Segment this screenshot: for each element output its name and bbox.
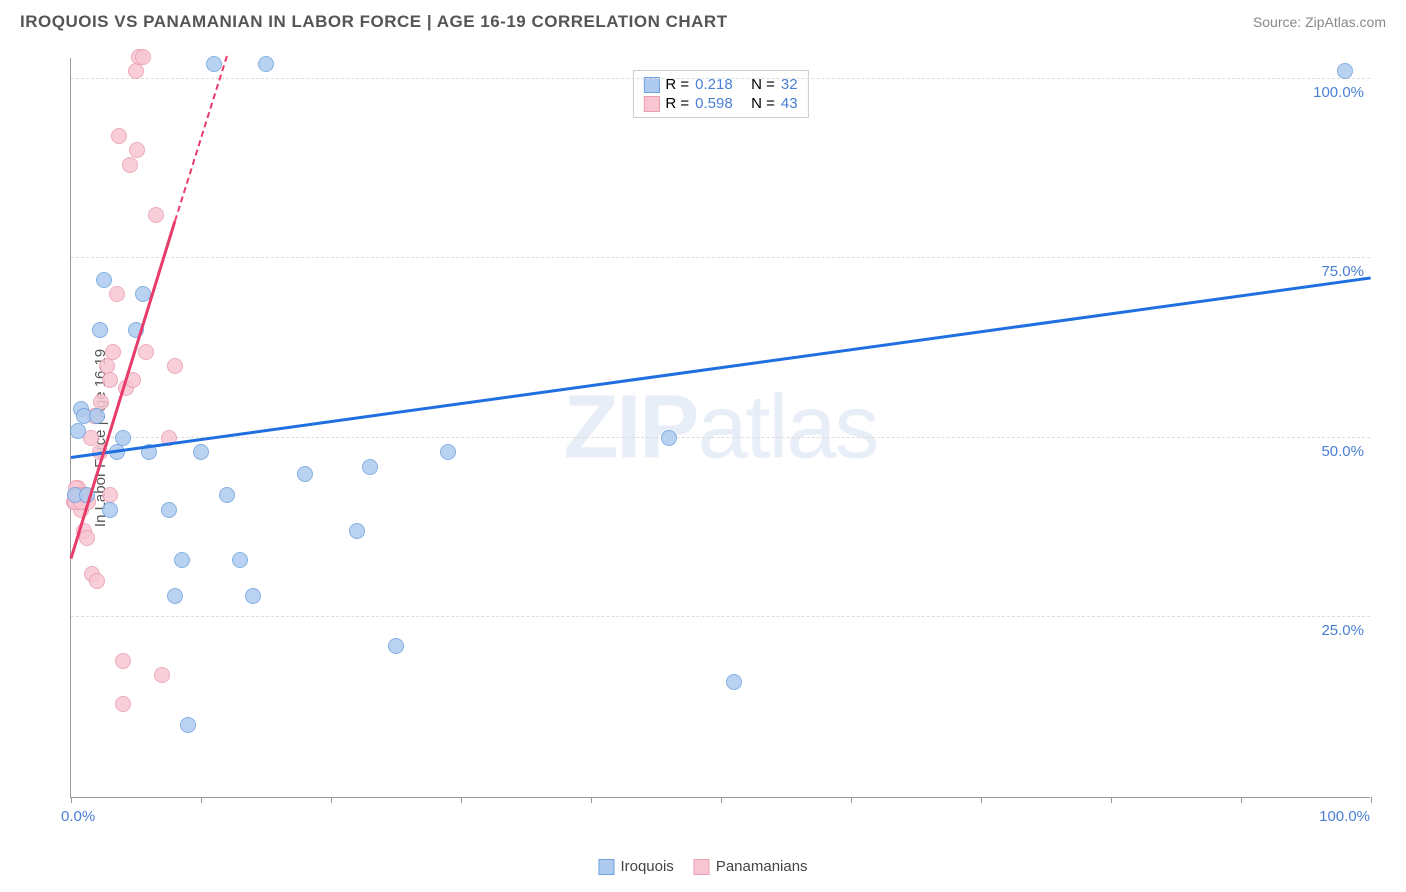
scatter-point-panamanians	[135, 49, 151, 65]
scatter-point-iroquois	[174, 552, 190, 568]
x-tick	[331, 797, 332, 803]
y-grid-label: 100.0%	[1313, 84, 1364, 101]
trendline-iroquois	[71, 277, 1371, 460]
gridline-h	[71, 616, 1370, 617]
scatter-point-panamanians	[129, 142, 145, 158]
chart-container: In Labor Force | Age 16-19 ZIPatlas R = …	[20, 48, 1386, 828]
scatter-point-iroquois	[388, 638, 404, 654]
x-tick	[1241, 797, 1242, 803]
scatter-point-panamanians	[122, 157, 138, 173]
scatter-point-panamanians	[148, 207, 164, 223]
source-attribution: Source: ZipAtlas.com	[1253, 14, 1386, 30]
x-tick	[71, 797, 72, 803]
y-grid-label: 50.0%	[1321, 443, 1364, 460]
scatter-point-panamanians	[167, 358, 183, 374]
y-grid-label: 25.0%	[1321, 622, 1364, 639]
scatter-point-iroquois	[661, 430, 677, 446]
scatter-point-iroquois	[96, 272, 112, 288]
scatter-point-iroquois	[115, 430, 131, 446]
plot-area: ZIPatlas R = 0.218 N = 32 R = 0.598 N = …	[70, 58, 1370, 798]
scatter-point-iroquois	[92, 322, 108, 338]
scatter-point-iroquois	[102, 502, 118, 518]
scatter-point-panamanians	[111, 128, 127, 144]
x-tick	[721, 797, 722, 803]
scatter-point-panamanians	[109, 286, 125, 302]
scatter-point-iroquois	[206, 56, 222, 72]
chart-title: IROQUOIS VS PANAMANIAN IN LABOR FORCE | …	[20, 12, 728, 32]
scatter-point-panamanians	[154, 667, 170, 683]
scatter-point-panamanians	[102, 372, 118, 388]
x-tick	[201, 797, 202, 803]
x-tick	[981, 797, 982, 803]
scatter-point-iroquois	[726, 674, 742, 690]
scatter-point-iroquois	[161, 502, 177, 518]
x-tick	[461, 797, 462, 803]
x-tick	[1371, 797, 1372, 803]
scatter-point-iroquois	[258, 56, 274, 72]
scatter-point-iroquois	[349, 523, 365, 539]
watermark-text: ZIPatlas	[563, 376, 877, 479]
scatter-point-panamanians	[128, 63, 144, 79]
scatter-point-panamanians	[138, 344, 154, 360]
scatter-point-iroquois	[440, 444, 456, 460]
scatter-point-panamanians	[79, 530, 95, 546]
scatter-point-iroquois	[232, 552, 248, 568]
scatter-point-iroquois	[297, 466, 313, 482]
swatch-panamanians	[643, 96, 659, 112]
legend-row-panamanians: R = 0.598 N = 43	[643, 94, 797, 113]
swatch-iroquois	[643, 77, 659, 93]
gridline-h	[71, 78, 1370, 79]
x-label-right: 100.0%	[1319, 808, 1370, 825]
x-tick	[1111, 797, 1112, 803]
gridline-h	[71, 257, 1370, 258]
scatter-point-iroquois	[193, 444, 209, 460]
scatter-point-iroquois	[245, 588, 261, 604]
series-legend: Iroquois Panamanians	[598, 858, 807, 875]
x-tick	[851, 797, 852, 803]
scatter-point-panamanians	[105, 344, 121, 360]
scatter-point-panamanians	[115, 696, 131, 712]
scatter-point-iroquois	[89, 408, 105, 424]
scatter-point-iroquois	[362, 459, 378, 475]
swatch-iroquois	[598, 859, 614, 875]
swatch-panamanians	[694, 859, 710, 875]
scatter-point-iroquois	[180, 717, 196, 733]
trendline-panamanians-dash	[174, 56, 228, 222]
x-tick	[591, 797, 592, 803]
legend-item-panamanians: Panamanians	[694, 858, 808, 875]
scatter-point-panamanians	[89, 573, 105, 589]
scatter-point-iroquois	[167, 588, 183, 604]
x-label-left: 0.0%	[61, 808, 95, 825]
scatter-point-iroquois	[1337, 63, 1353, 79]
gridline-h	[71, 437, 1370, 438]
scatter-point-panamanians	[115, 653, 131, 669]
scatter-point-iroquois	[70, 423, 86, 439]
legend-item-iroquois: Iroquois	[598, 858, 673, 875]
scatter-point-iroquois	[219, 487, 235, 503]
